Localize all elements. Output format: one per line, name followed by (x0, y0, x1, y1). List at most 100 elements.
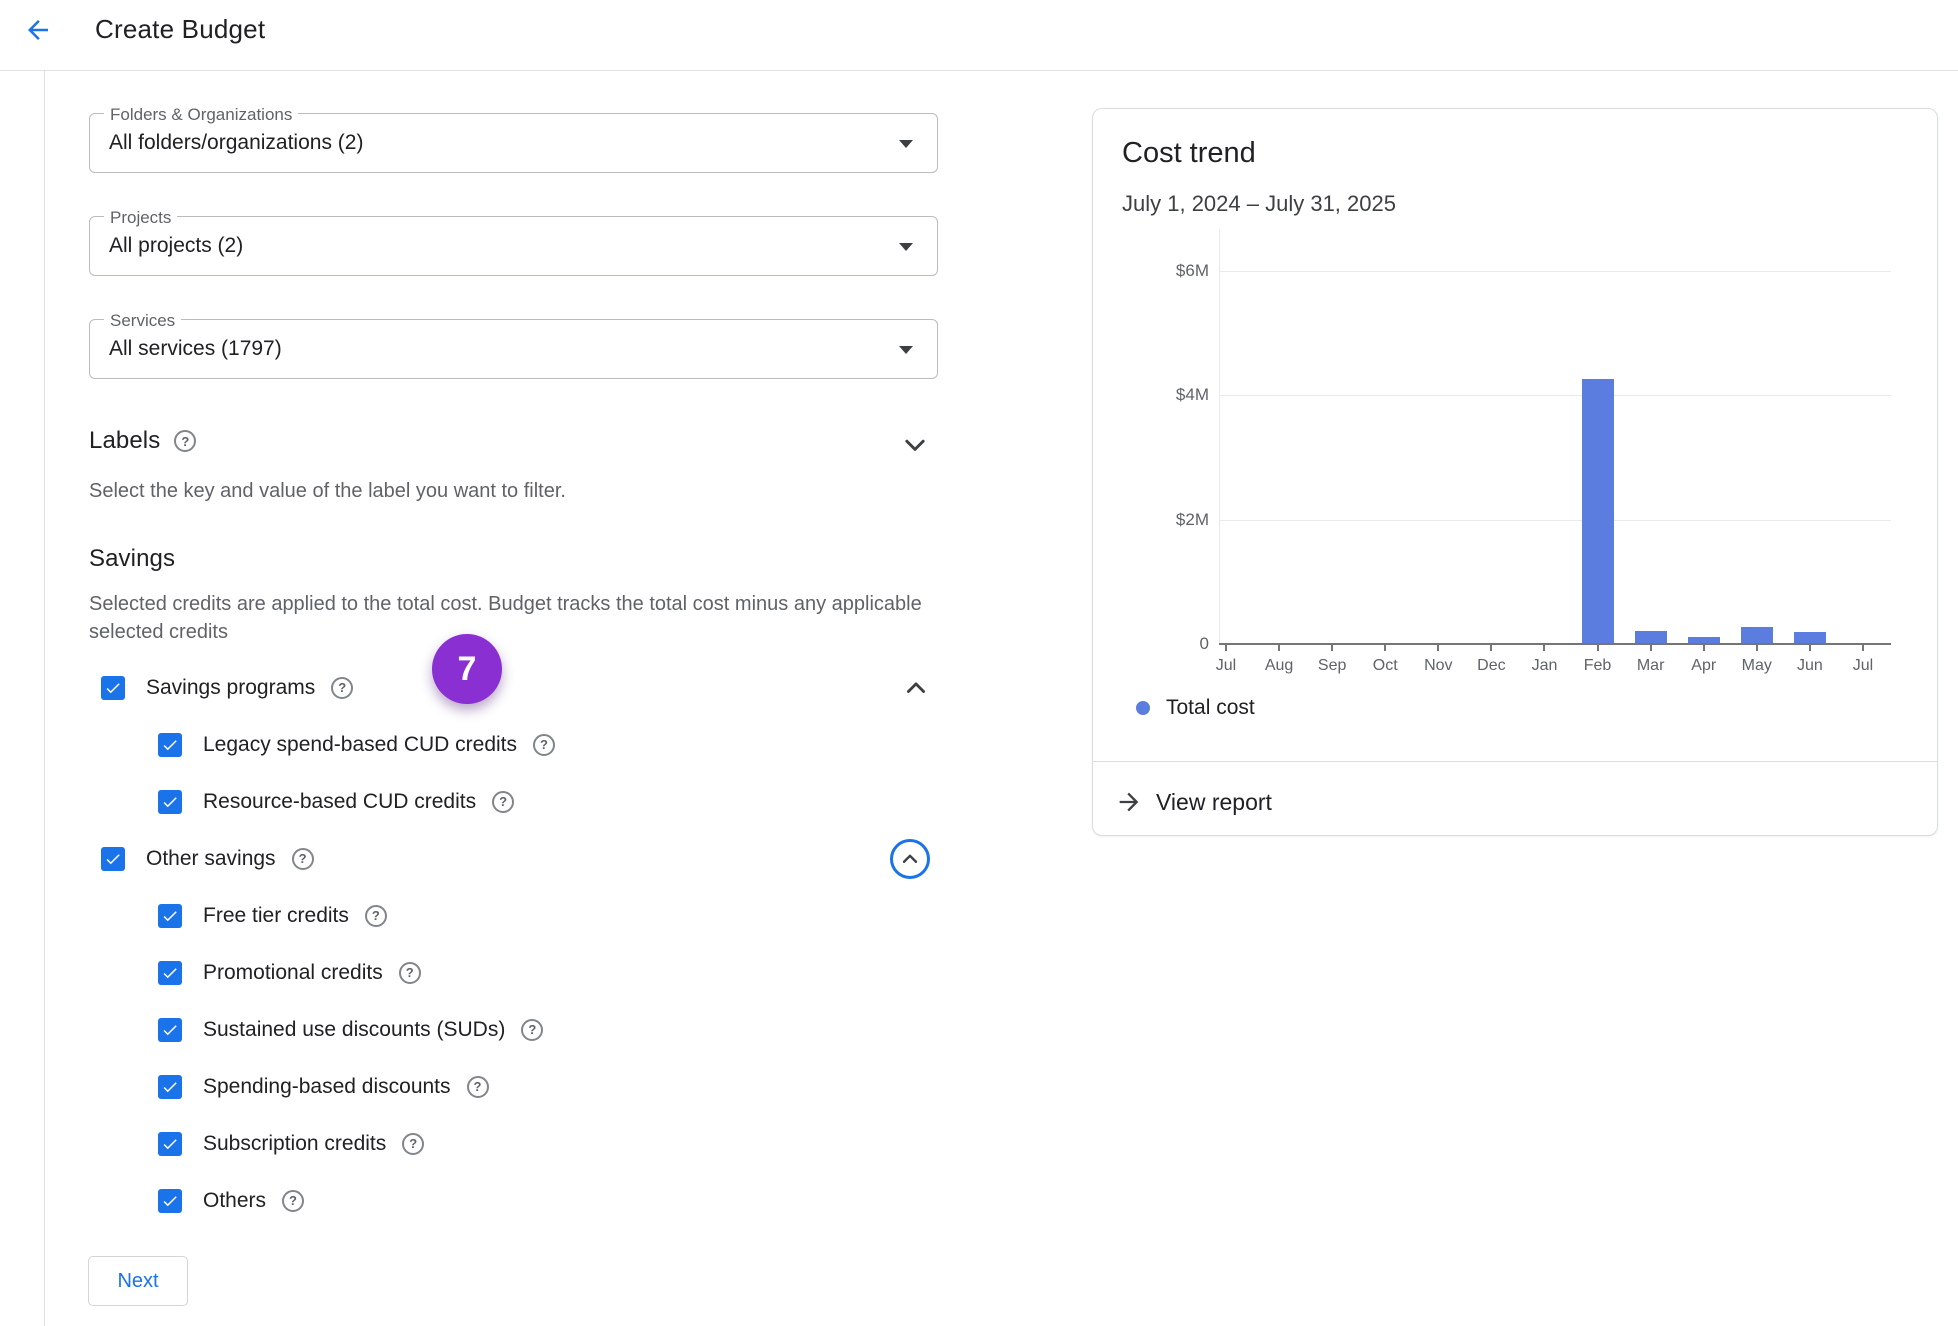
savings-checkbox-row: Savings programs? (89, 659, 938, 716)
x-axis-tick-label: Apr (1691, 657, 1717, 674)
bar-mar (1634, 631, 1667, 643)
savings-checkbox-row: Resource-based CUD credits? (89, 773, 938, 830)
help-icon[interactable]: ? (331, 676, 354, 699)
checkbox-label: Promotional credits (203, 960, 383, 984)
help-icon[interactable]: ? (521, 1018, 544, 1041)
help-icon[interactable]: ? (398, 961, 421, 984)
x-axis-tick (1702, 644, 1705, 651)
x-axis-tick-label: Jan (1531, 657, 1558, 674)
bar-may (1740, 627, 1773, 643)
field-label: Services (104, 311, 182, 331)
x-axis-tick (1278, 644, 1281, 651)
checkbox-label: Free tier credits (203, 903, 349, 927)
x-axis-tick (1861, 644, 1864, 651)
field-value: All projects (2) (109, 234, 244, 257)
field-label: Folders & Organizations (104, 105, 299, 125)
checkbox-checked[interactable] (101, 675, 125, 700)
y-axis-tick-label: $2M (1175, 509, 1209, 529)
savings-checkbox-row: Others? (89, 1172, 938, 1229)
chart-y-axis-line (1219, 229, 1220, 644)
labels-expand-button[interactable] (900, 430, 930, 460)
x-axis-tick-label: Nov (1424, 657, 1453, 674)
savings-checkbox-row: Promotional credits? (89, 944, 938, 1001)
x-axis-tick-label: May (1741, 657, 1772, 674)
x-axis-tick (1755, 644, 1758, 651)
help-icon[interactable]: ? (291, 847, 314, 870)
x-axis-tick-label: Aug (1264, 657, 1294, 674)
x-axis-tick (1331, 644, 1334, 651)
checkbox-label: Spending-based discounts (203, 1074, 451, 1098)
page-header: Create Budget (0, 0, 1958, 70)
bar-apr (1687, 637, 1720, 643)
checkbox-checked[interactable] (158, 1074, 182, 1099)
checkbox-checked[interactable] (158, 960, 182, 985)
x-axis-tick (1225, 644, 1227, 651)
legend-dot-icon (1136, 701, 1150, 715)
x-axis-tick-label: Sep (1317, 657, 1347, 674)
chart-legend: Total cost (1136, 693, 1255, 723)
x-axis-tick (1808, 644, 1811, 651)
checkbox-label: Resource-based CUD credits (203, 789, 477, 813)
checkbox-label: Other savings (146, 846, 276, 870)
dropdown-arrow-icon[interactable] (899, 346, 913, 354)
header-divider (0, 70, 1958, 71)
savings-checkbox-row: Legacy spend-based CUD credits? (89, 716, 938, 773)
savings-checkbox-row: Free tier credits? (89, 887, 938, 944)
labels-section-title: Labels (89, 427, 161, 454)
savings-checkbox-row: Spending-based discounts? (89, 1058, 938, 1115)
next-button[interactable]: Next (88, 1256, 188, 1306)
help-icon[interactable]: ? (533, 733, 555, 756)
checkbox-label: Legacy spend-based CUD credits (203, 732, 517, 756)
arrow-back-icon (23, 15, 53, 45)
chart-x-axis-line (1219, 643, 1891, 645)
x-axis-tick-label: Jun (1796, 657, 1823, 674)
gridline (1219, 519, 1891, 521)
view-report-link[interactable]: View report (1115, 784, 1272, 820)
y-axis-tick-label: $4M (1175, 385, 1209, 405)
filter-field-services[interactable]: Services All services (1797) (89, 311, 938, 379)
chevron-down-icon (900, 430, 930, 460)
filter-field-folders-organizations[interactable]: Folders & Organizations All folders/organ… (89, 105, 938, 173)
help-icon[interactable]: ? (402, 1132, 425, 1155)
checkbox-label: Subscription credits (203, 1131, 387, 1155)
chevron-up-icon[interactable] (902, 674, 930, 702)
field-label: Projects (104, 208, 178, 228)
labels-section-header: Labels ? (89, 427, 197, 455)
legend-label: Total cost (1166, 696, 1255, 719)
circled-chevron-up-icon[interactable] (890, 838, 930, 879)
checkbox-checked[interactable] (158, 1017, 182, 1042)
x-axis-tick-label: Oct (1372, 657, 1398, 674)
x-axis-tick (1596, 644, 1599, 651)
step-badge: 7 (432, 634, 502, 704)
checkbox-checked[interactable] (158, 789, 182, 814)
checkbox-checked[interactable] (158, 1131, 182, 1156)
x-axis-tick (1490, 644, 1493, 651)
arrow-forward-icon (1115, 788, 1143, 816)
gridline (1219, 271, 1891, 272)
bar-feb (1581, 379, 1614, 643)
dropdown-arrow-icon[interactable] (899, 140, 913, 148)
x-axis-tick-label: Feb (1583, 657, 1612, 674)
dropdown-arrow-icon[interactable] (899, 243, 913, 251)
savings-section-title: Savings (89, 545, 176, 572)
checkbox-checked[interactable] (158, 903, 182, 928)
back-button[interactable] (18, 10, 58, 50)
checkbox-checked[interactable] (101, 846, 125, 871)
help-icon[interactable]: ? (492, 790, 515, 813)
x-axis-tick (1437, 644, 1440, 651)
collapse-control[interactable] (890, 838, 930, 879)
page-title: Create Budget (95, 14, 266, 44)
help-icon[interactable]: ? (466, 1075, 489, 1098)
x-axis-tick-label: Mar (1636, 657, 1665, 674)
bar-jun (1793, 632, 1826, 643)
help-icon[interactable]: ? (282, 1189, 305, 1212)
cost-trend-date-range: July 1, 2024 – July 31, 2025 (1122, 191, 1396, 216)
help-icon[interactable]: ? (364, 904, 387, 927)
gridline (1219, 395, 1891, 397)
checkbox-checked[interactable] (158, 1188, 182, 1213)
labels-help-icon[interactable]: ? (174, 430, 197, 452)
filter-field-projects[interactable]: Projects All projects (2) (89, 208, 938, 276)
savings-section-header: Savings (89, 545, 175, 573)
checkbox-checked[interactable] (158, 732, 182, 757)
